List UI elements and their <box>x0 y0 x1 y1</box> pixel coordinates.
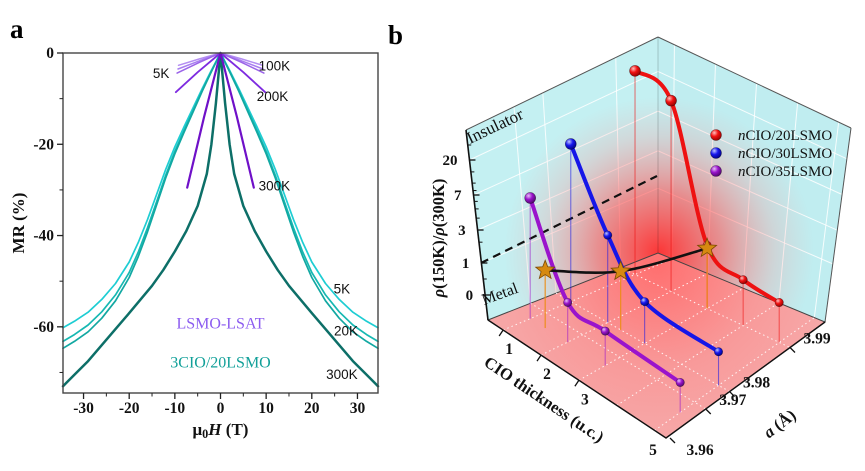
curve-annotation: 300K <box>326 367 358 382</box>
data-point <box>738 275 748 285</box>
curve-annotation: 20K <box>334 323 358 338</box>
panel-b-plot: 0 1 3 7 20 ρ(150K)/ρ(300K) 1 2 3 5 3.96 3.973.98 3.9… <box>429 36 852 459</box>
plot-frame <box>62 52 379 394</box>
z-axis-tick-label: 7 <box>454 188 462 204</box>
grid-line <box>654 317 815 431</box>
thickness-axis-tick <box>574 379 580 387</box>
x-axis-tick-label: 0 <box>217 400 225 417</box>
panel-a-plot: -30 -20 -10 0 10 20 30 0 -20 -40 -60 μ0H (T) MR (%) 5… <box>9 45 380 441</box>
x-axis-tick-label: 30 <box>350 400 366 417</box>
series-3CIO/20LSMO-20K <box>62 52 379 343</box>
curve-annotation: 200K <box>257 89 289 104</box>
thickness-axis-tick-label: 5 <box>649 442 657 459</box>
series-curve <box>528 195 683 385</box>
x-axis-tick-label: -30 <box>73 400 94 417</box>
a-axis-tick <box>789 347 796 353</box>
series-3CIO/20LSMO-5K <box>62 52 379 329</box>
y-axis-tick-label: -20 <box>33 136 54 153</box>
z-axis <box>465 129 489 321</box>
data-point <box>714 347 724 357</box>
y-axis-tick-label: -40 <box>33 228 54 245</box>
data-point <box>603 230 613 240</box>
legend-label: nCIO/35LSMO <box>738 164 832 180</box>
legend-label: nCIO/20LSMO <box>738 128 832 144</box>
box-edge <box>824 127 852 323</box>
x-axis-tick-label: 10 <box>258 400 274 417</box>
data-point <box>564 138 577 150</box>
curve-annotation: LSMO-LSAT <box>176 316 264 333</box>
y-axis-tick-label: -60 <box>33 319 54 336</box>
x-axis-tick-label: -10 <box>165 400 186 417</box>
legend-label: nCIO/30LSMO <box>738 146 832 162</box>
z-axis-tick-label: 1 <box>462 256 470 272</box>
thickness-axis-tick-label: 3 <box>581 391 589 408</box>
data-point <box>665 94 677 107</box>
curve-annotation: 3CIO/20LSMO <box>170 354 270 371</box>
curve-annotation: 300K <box>259 178 291 193</box>
panel-b-label: b <box>388 20 404 50</box>
y-axis-title: MR (%) <box>9 193 28 254</box>
data-point <box>563 297 573 307</box>
z-axis-tick-label: 0 <box>466 288 474 304</box>
box-edge <box>465 36 659 131</box>
data-point <box>675 377 685 387</box>
legend: nCIO/20LSMO nCIO/30LSMO nCIO/35LSMO <box>710 128 832 180</box>
a-axis-tick-label: 3.98 <box>743 375 770 392</box>
data-point <box>600 326 610 336</box>
series-nCIO/35LSMO <box>524 192 685 413</box>
thickness-axis-tick <box>498 329 504 337</box>
series-3CIO/20LSMO-300K <box>61 51 380 388</box>
curve-annotation: 100K <box>259 59 291 74</box>
x-axis-tick-label: 20 <box>304 400 320 417</box>
a-axis-tick-label: 3.99 <box>803 331 830 348</box>
curve-annotation: 5K <box>334 281 351 296</box>
x-axis-title: μ0H (T) <box>193 420 249 441</box>
legend-marker <box>710 165 722 177</box>
grid-line <box>555 292 730 393</box>
floor-front-edges <box>487 319 826 439</box>
z-axis-tick-label: 3 <box>458 223 466 239</box>
data-point <box>629 65 641 77</box>
data-point <box>640 297 650 307</box>
a-axis-tick-label: 3.96 <box>686 442 713 459</box>
y-axis-tick-label: 0 <box>46 45 54 62</box>
grid-line <box>616 302 780 406</box>
a-axis-tick <box>669 437 676 444</box>
thickness-axis-tick-label: 2 <box>543 366 551 383</box>
mit-dashed-line <box>480 175 658 264</box>
legend-marker <box>710 129 722 141</box>
series-3CIO/20LSMO-20K-b <box>62 52 379 350</box>
series-curve <box>633 68 782 305</box>
thickness-axis-tick-label: 1 <box>505 341 513 358</box>
a-axis-tick <box>705 408 712 415</box>
a-axis-tick-label: 3.97 <box>719 392 746 409</box>
data-point <box>774 298 784 308</box>
mit-star <box>610 260 632 281</box>
box-edge <box>657 36 852 129</box>
curve-annotation: 5K <box>153 66 170 81</box>
data-point <box>524 192 536 204</box>
z-axis-tick-label: 20 <box>442 153 457 169</box>
floor-grid <box>502 258 815 431</box>
panel-a-label: a <box>10 14 24 44</box>
mit-star <box>534 259 556 280</box>
mit-star <box>696 237 718 258</box>
a-axis-tick <box>729 391 736 398</box>
a-axis-title: a (Å) <box>760 405 800 441</box>
z-axis-title: ρ(150K)/ρ(300K) <box>429 179 448 299</box>
legend-marker <box>710 147 722 159</box>
thickness-axis-tick <box>536 354 542 362</box>
x-axis-tick-label: -20 <box>119 400 140 417</box>
